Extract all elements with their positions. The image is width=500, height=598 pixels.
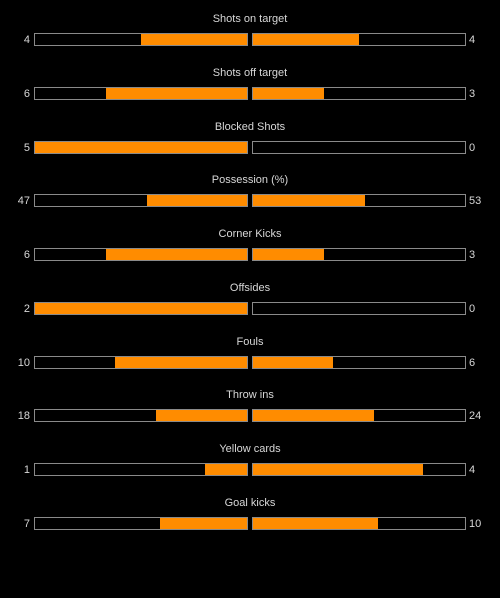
home-bar-fill — [114, 357, 247, 368]
home-bar-fill — [141, 34, 247, 45]
home-value: 6 — [23, 249, 30, 261]
home-value: 1 — [23, 464, 30, 476]
away-bar — [252, 409, 466, 422]
away-bar — [252, 248, 466, 261]
stat-row-goal-kicks: Goal kicks 7 10 — [0, 496, 500, 538]
stat-row-fouls: Fouls 10 6 — [0, 335, 500, 377]
home-bar — [34, 194, 248, 207]
stat-label: Fouls — [236, 336, 264, 348]
stat-row-yellow-cards: Yellow cards 1 4 — [0, 442, 500, 484]
away-value: 0 — [469, 142, 476, 154]
away-bar — [252, 302, 466, 315]
away-value: 10 — [469, 518, 482, 530]
home-value: 7 — [23, 518, 30, 530]
stat-row-throw-ins: Throw ins 18 24 — [0, 388, 500, 430]
stat-label: Goal kicks — [224, 497, 276, 509]
away-value: 4 — [469, 34, 476, 46]
away-value: 4 — [469, 464, 476, 476]
home-bar-fill — [105, 88, 247, 99]
home-bar — [34, 248, 248, 261]
away-bar-fill — [253, 249, 324, 260]
away-bar — [252, 356, 466, 369]
home-bar — [34, 356, 248, 369]
stat-label: Offsides — [229, 282, 271, 294]
stat-row-shots-on-target: Shots on target 4 4 — [0, 12, 500, 54]
away-bar — [252, 463, 466, 476]
home-bar-fill — [105, 249, 247, 260]
home-bar-fill — [35, 303, 247, 314]
stat-label: Blocked Shots — [214, 121, 286, 133]
away-bar — [252, 87, 466, 100]
home-value: 6 — [23, 88, 30, 100]
home-bar — [34, 87, 248, 100]
stat-label: Shots on target — [212, 13, 288, 25]
away-value: 53 — [469, 195, 482, 207]
away-bar-fill — [253, 88, 324, 99]
home-bar-fill — [35, 142, 247, 153]
home-bar-fill — [156, 410, 247, 421]
stat-row-offsides: Offsides 2 0 — [0, 281, 500, 323]
away-value: 3 — [469, 88, 476, 100]
away-value: 6 — [469, 357, 476, 369]
home-bar-fill — [147, 195, 247, 206]
stat-row-corner-kicks: Corner Kicks 6 3 — [0, 227, 500, 269]
home-bar-fill — [159, 518, 247, 529]
away-bar — [252, 141, 466, 154]
away-bar-fill — [253, 518, 378, 529]
stat-label: Corner Kicks — [218, 228, 282, 240]
away-value: 0 — [469, 303, 476, 315]
stat-row-shots-off-target: Shots off target 6 3 — [0, 66, 500, 108]
home-value: 10 — [17, 357, 30, 369]
away-bar — [252, 194, 466, 207]
stat-label: Yellow cards — [219, 443, 281, 455]
home-bar — [34, 409, 248, 422]
home-value: 2 — [23, 303, 30, 315]
away-bar-fill — [253, 195, 366, 206]
away-bar-fill — [253, 34, 359, 45]
stat-label: Possession (%) — [211, 174, 289, 186]
away-bar-fill — [253, 410, 375, 421]
home-bar — [34, 463, 248, 476]
home-bar — [34, 33, 248, 46]
away-value: 24 — [469, 410, 482, 422]
away-bar-fill — [253, 357, 333, 368]
stat-row-blocked-shots: Blocked Shots 5 0 — [0, 120, 500, 162]
stat-label: Shots off target — [212, 67, 288, 79]
away-bar — [252, 517, 466, 530]
away-bar-fill — [253, 464, 423, 475]
home-value: 4 — [23, 34, 30, 46]
stat-label: Throw ins — [226, 389, 274, 401]
home-value: 5 — [23, 142, 30, 154]
home-bar — [34, 517, 248, 530]
away-bar — [252, 33, 466, 46]
home-value: 18 — [17, 410, 30, 422]
stat-row-possession: Possession (%) 47 53 — [0, 173, 500, 215]
home-value: 47 — [17, 195, 30, 207]
home-bar — [34, 141, 248, 154]
home-bar-fill — [204, 464, 247, 475]
away-value: 3 — [469, 249, 476, 261]
home-bar — [34, 302, 248, 315]
